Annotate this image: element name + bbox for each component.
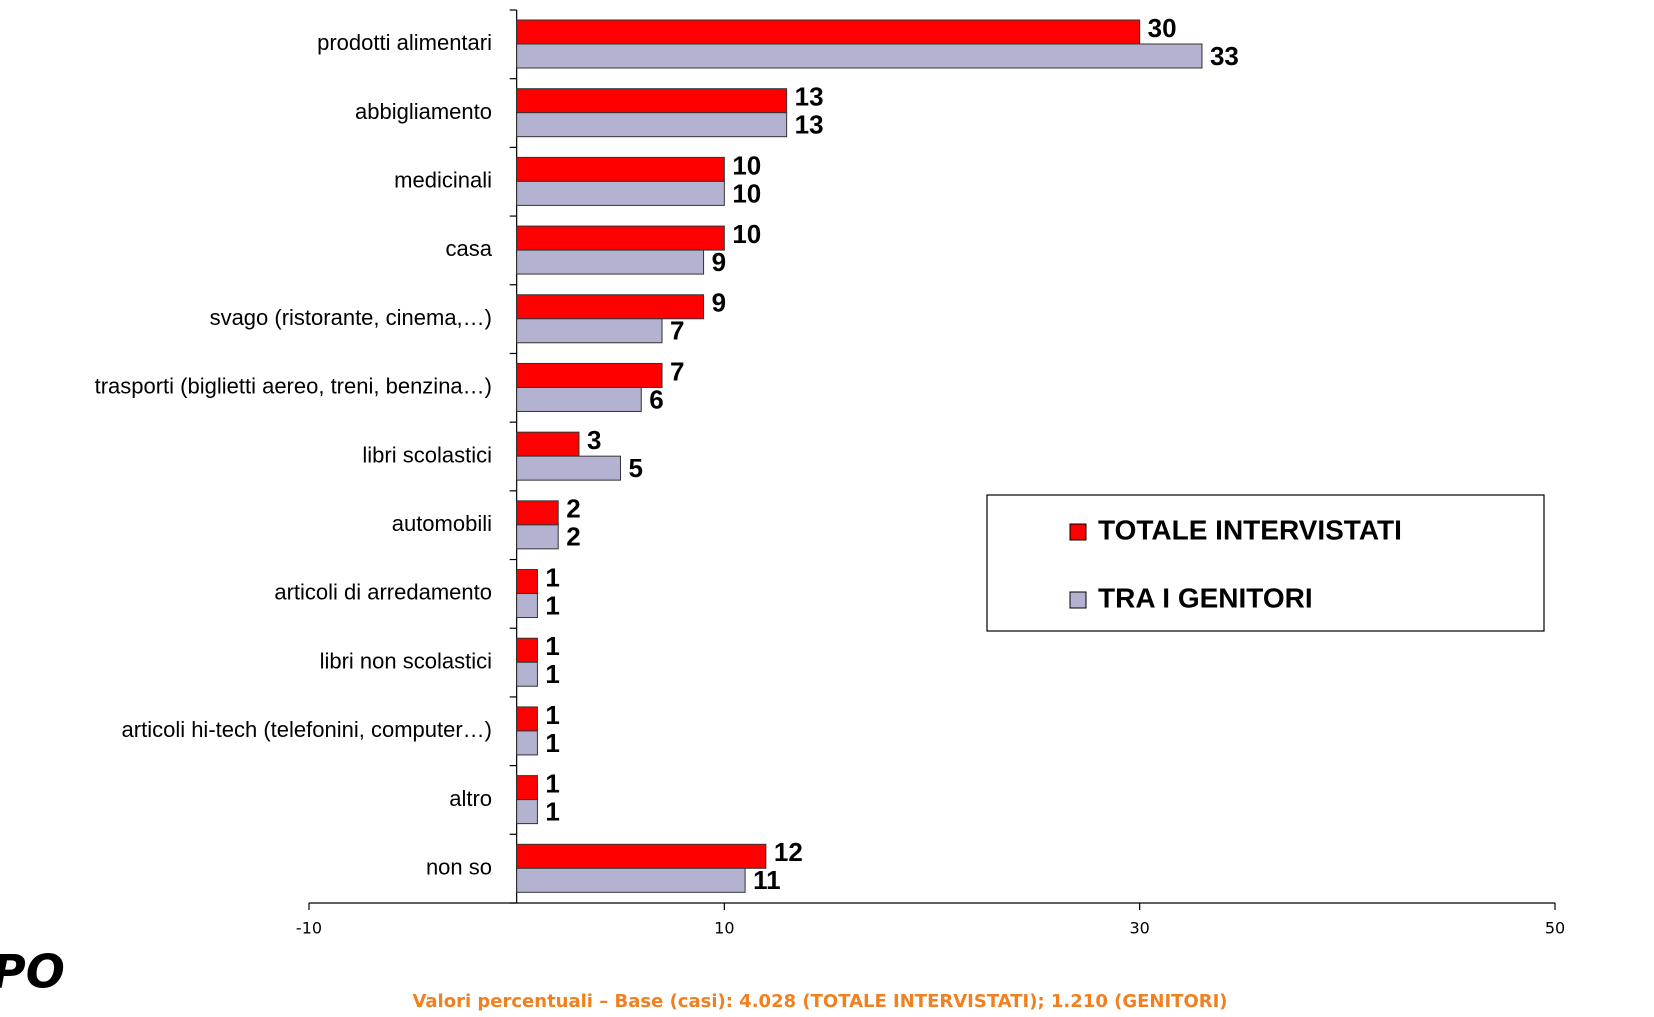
bar [516, 524, 559, 550]
data-label: 33 [1210, 41, 1239, 71]
data-label: 1 [545, 659, 559, 689]
data-label: 11 [753, 865, 781, 895]
category-label: non so [426, 854, 492, 879]
data-label: 10 [732, 178, 761, 208]
data-label: 30 [1148, 13, 1177, 43]
legend-label: TOTALE INTERVISTATI [1098, 514, 1402, 545]
x-tick-label: 10 [714, 919, 734, 938]
category-label: abbigliamento [355, 99, 492, 124]
data-label: 5 [629, 453, 643, 483]
legend-swatch [1069, 523, 1087, 541]
category-label: svago (ristorante, cinema,…) [210, 305, 492, 330]
bar [516, 706, 538, 732]
bar [516, 112, 788, 138]
data-label: 7 [670, 356, 684, 386]
data-label: 1 [545, 796, 559, 826]
bar [516, 294, 705, 320]
bar [516, 249, 705, 275]
data-label: 3 [587, 425, 601, 455]
data-label: 9 [712, 288, 726, 318]
category-label: trasporti (biglietti aereo, treni, benzi… [95, 374, 492, 399]
bar [516, 867, 746, 893]
data-label: 2 [566, 494, 580, 524]
bar [516, 318, 663, 344]
bar [516, 88, 788, 114]
bar [516, 431, 580, 457]
category-label: articoli di arredamento [274, 580, 492, 605]
bar [516, 843, 767, 869]
bar [516, 500, 559, 526]
bar [516, 386, 642, 412]
data-label: 10 [732, 150, 761, 180]
category-label: libri scolastici [362, 442, 492, 467]
bar [516, 156, 725, 182]
bar [516, 19, 1141, 45]
bar [516, 362, 663, 388]
legend-label: TRA I GENITORI [1098, 582, 1313, 613]
category-label: articoli hi-tech (telefonini, computer…) [122, 717, 492, 742]
data-label: 9 [712, 247, 726, 277]
data-label: 1 [545, 631, 559, 661]
data-label: 7 [670, 316, 684, 346]
bar [516, 661, 538, 687]
data-label: 1 [545, 728, 559, 758]
bar [516, 180, 725, 206]
data-label: 1 [545, 562, 559, 592]
category-label: automobili [392, 511, 492, 536]
category-label: libri non scolastici [320, 648, 492, 673]
data-label: 1 [545, 768, 559, 798]
data-label: 12 [774, 837, 803, 867]
category-label: casa [446, 236, 493, 261]
bar [516, 593, 538, 619]
bar [516, 637, 538, 663]
bar [516, 43, 1203, 69]
category-label: medicinali [394, 168, 492, 193]
bar [516, 730, 538, 756]
data-label: 1 [545, 700, 559, 730]
bar [516, 569, 538, 595]
x-tick-label: 50 [1545, 919, 1565, 938]
x-tick-label: -10 [296, 919, 322, 938]
category-label: altro [449, 786, 492, 811]
category-label: prodotti alimentari [317, 30, 492, 55]
bar [516, 455, 622, 481]
data-label: 13 [795, 82, 824, 112]
logo-text: PO [0, 945, 65, 999]
data-label: 6 [649, 384, 663, 414]
footnote: Valori percentuali – Base (casi): 4.028 … [412, 991, 1227, 1012]
legend-swatch [1069, 591, 1087, 609]
data-label: 10 [732, 219, 761, 249]
data-label: 2 [566, 522, 580, 552]
bar [516, 225, 725, 251]
bar [516, 799, 538, 825]
bar [516, 775, 538, 801]
x-tick-label: 30 [1129, 919, 1149, 938]
data-label: 13 [795, 110, 824, 140]
data-label: 1 [545, 590, 559, 620]
